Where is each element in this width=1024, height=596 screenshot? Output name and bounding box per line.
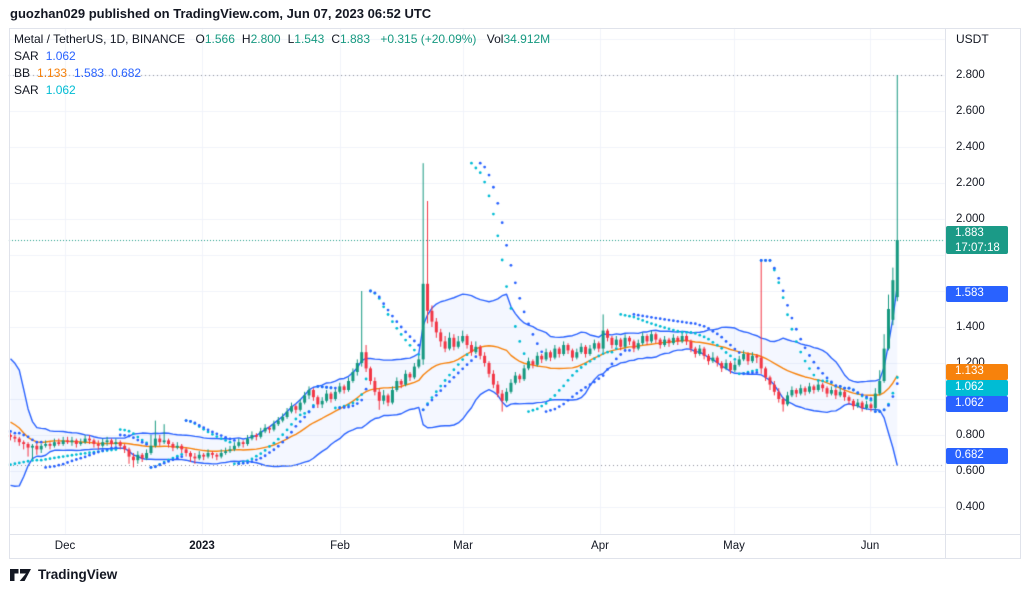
indicator-value: 1.133 <box>37 66 68 80</box>
legend-symbol-row[interactable]: Metal / TetherUS, 1D, BINANCE O1.566 H2.8… <box>14 31 550 48</box>
ohlc-value: 2.800 <box>250 32 281 46</box>
indicator-row-sar[interactable]: SAR 1.062 <box>14 48 550 65</box>
sar1-badge: 1.062 <box>946 396 1008 412</box>
price-tick-label: 2.400 <box>956 141 985 153</box>
indicator-value: 1.062 <box>45 49 76 63</box>
price-tick-label: 2.200 <box>956 177 985 189</box>
tradingview-logo-text: TradingView <box>38 567 118 582</box>
ohlc-values: O1.566 H2.800 L1.543 C1.883 <box>196 32 378 46</box>
ohlc-value: 1.883 <box>339 32 371 46</box>
time-tick-label: Apr <box>591 540 609 552</box>
indicator-row-bb[interactable]: BB 1.133 1.583 0.682 <box>14 65 550 82</box>
indicator-name: BB <box>14 66 31 80</box>
indicator-value: 1.062 <box>45 83 76 97</box>
time-tick-label: Feb <box>330 540 350 552</box>
sar2-badge: 1.062 <box>946 380 1008 396</box>
ohlc-value: 1.566 <box>204 32 235 46</box>
price-tick-label: 0.400 <box>956 501 985 513</box>
snapshot-attribution: guozhan029 published on TradingView.com,… <box>10 6 432 21</box>
time-axis-separator <box>9 534 1020 535</box>
ohlc-label: C <box>331 32 340 46</box>
ohlc-label: H <box>241 32 251 46</box>
widget-left-border <box>9 28 10 559</box>
ohlc-value: 1.543 <box>294 32 325 46</box>
price-tick-label: 2.000 <box>956 213 985 225</box>
chart-legend: Metal / TetherUS, 1D, BINANCE O1.566 H2.8… <box>14 31 550 99</box>
tradingview-logo[interactable]: TradingView <box>10 567 117 582</box>
price-tick-label: 0.600 <box>956 465 985 477</box>
price-tick-label: 1.400 <box>956 321 985 333</box>
price-tick-label: 2.800 <box>956 69 985 81</box>
bb-upper-badge: 1.583 <box>946 286 1008 302</box>
widget-top-border <box>9 28 1020 29</box>
indicator-name: SAR <box>14 49 39 63</box>
indicator-value: 0.682 <box>111 66 142 80</box>
bb-basis-badge: 1.133 <box>946 364 1008 380</box>
price-axis-separator <box>945 28 946 559</box>
volume-value: 34.912M <box>503 32 551 46</box>
change-value: +0.315 (+20.09%) <box>380 32 477 46</box>
symbol-title[interactable]: Metal / TetherUS, 1D, BINANCE <box>14 32 186 46</box>
volume-label: Vol <box>486 32 504 46</box>
indicator-row-sar[interactable]: SAR 1.062 <box>14 82 550 99</box>
time-tick-label: Mar <box>453 540 473 552</box>
price-tick-label: 2.600 <box>956 105 985 117</box>
bb-lower-badge: 0.682 <box>946 448 1008 464</box>
price-axis-unit: USDT <box>956 32 989 46</box>
indicator-value: 1.583 <box>74 66 105 80</box>
indicator-legend-rows: SAR 1.062 BB 1.133 1.583 0.682 SAR 1.062 <box>14 48 550 99</box>
price-tick-label: 0.800 <box>956 429 985 441</box>
ohlc-label: O <box>195 32 205 46</box>
current-price-badge: 1.883 17:07:18 <box>946 226 1008 254</box>
time-tick-label: Jun <box>860 540 880 552</box>
tradingview-logo-icon <box>10 568 31 581</box>
widget-bottom-border <box>9 558 1020 559</box>
time-tick-label: Dec <box>54 540 76 552</box>
widget-right-border <box>1020 28 1021 559</box>
indicator-name: SAR <box>14 83 39 97</box>
ohlc-label: L <box>287 32 295 46</box>
time-tick-label: May <box>723 540 745 552</box>
time-tick-label: 2023 <box>189 540 215 552</box>
